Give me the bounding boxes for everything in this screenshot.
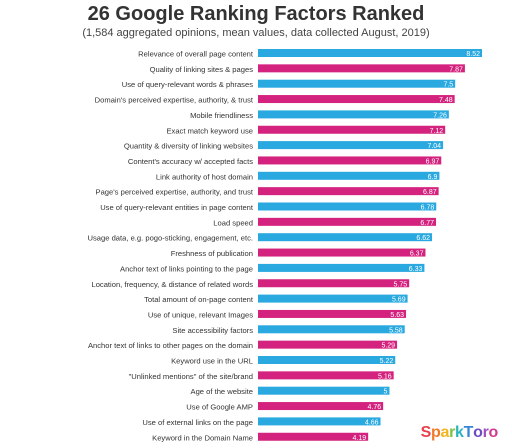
bar (258, 402, 384, 411)
value-label: 7.12 (430, 128, 444, 135)
bar (258, 356, 396, 364)
logo-letter: r (482, 424, 489, 441)
bar (258, 141, 444, 150)
logo-letter: o (473, 424, 483, 441)
bar (258, 371, 394, 380)
chart-title: 26 Google Ranking Factors Ranked (87, 3, 425, 25)
category-label: Use of Google AMP (186, 403, 253, 412)
category-label: Quantity & diversity of linking websites (124, 142, 253, 151)
bar (258, 79, 456, 88)
logo-letter: a (440, 424, 450, 441)
value-label: 4.19 (353, 435, 367, 442)
category-label: Keyword in the Domain Name (152, 433, 253, 442)
bar (258, 95, 455, 104)
bar (258, 279, 410, 288)
chart-subtitle: (1,584 aggregated opinions, mean values,… (82, 27, 430, 39)
bar (258, 233, 433, 242)
category-label: Use of external links on the page (142, 418, 253, 427)
bar (258, 309, 407, 318)
logo-letter: S (420, 424, 432, 441)
category-label: Freshness of publication (171, 249, 253, 258)
category-label: Anchor text of links pointing to the pag… (120, 264, 253, 273)
bar (258, 217, 436, 226)
value-label: 5.75 (394, 281, 408, 288)
bar (258, 156, 442, 165)
sparktoro-logo: SparkToro (420, 424, 499, 442)
logo-letter: k (455, 424, 464, 441)
bar (258, 202, 437, 211)
value-label: 6.33 (409, 266, 423, 273)
category-label: Content's accuracy w/ accepted facts (128, 157, 253, 166)
value-label: 5.58 (389, 327, 403, 334)
category-label: "Unlinked mentions" of the site/brand (129, 372, 253, 381)
category-label: Exact match keyword use (166, 126, 253, 135)
value-label: 7.5 (443, 82, 453, 89)
bar (258, 294, 408, 303)
category-label: Location, frequency, & distance of relat… (91, 280, 253, 289)
category-label: Quality of linking sites & pages (150, 65, 254, 74)
bar (258, 263, 425, 272)
category-label: Use of query-relevant words & phrases (122, 80, 253, 89)
value-label: 6.78 (421, 205, 435, 212)
category-label: Use of query-relevant entities in page c… (100, 203, 254, 212)
value-label: 5.22 (380, 358, 394, 365)
category-label: Link authority of host domain (156, 172, 253, 181)
bar (258, 125, 446, 134)
bar (258, 187, 439, 196)
category-label: Age of the website (191, 387, 253, 396)
bar (258, 386, 390, 395)
value-label: 7.87 (449, 66, 463, 73)
bar (258, 64, 465, 73)
value-label: 7.04 (427, 143, 441, 150)
bar (258, 432, 369, 441)
category-label: Page's perceived expertise, authority, a… (96, 188, 254, 197)
bar (258, 325, 405, 334)
value-label: 5.16 (378, 373, 392, 380)
bar (258, 49, 482, 57)
category-label: Relevance of overall page content (138, 50, 254, 59)
value-label: 4.66 (365, 419, 379, 426)
logo-letter: r (449, 424, 455, 441)
category-label: Load speed (213, 218, 253, 227)
value-label: 8.52 (466, 51, 480, 58)
value-label: 7.48 (439, 97, 453, 104)
category-label: Site accessibility factors (172, 326, 253, 335)
logo-letter: T (463, 424, 474, 441)
category-label: Keyword use in the URL (171, 357, 253, 366)
category-label: Anchor text of links to other pages on t… (88, 341, 253, 350)
value-label: 5.63 (390, 312, 404, 319)
value-label: 4.76 (368, 404, 382, 411)
category-label: Total amount of on-page content (144, 295, 254, 304)
bar (258, 340, 398, 349)
value-label: 5.69 (392, 297, 406, 304)
value-label: 6.9 (428, 174, 438, 181)
value-label: 5 (384, 389, 388, 396)
logo-letter: o (488, 424, 499, 441)
bar (258, 248, 426, 257)
bar (258, 110, 449, 119)
value-label: 7.26 (433, 112, 447, 119)
value-label: 6.62 (416, 235, 430, 242)
logo-letter: p (430, 424, 441, 441)
bar (258, 417, 381, 426)
value-label: 6.97 (426, 158, 440, 165)
bar (258, 171, 440, 180)
category-label: Use of unique, relevant Images (148, 310, 253, 319)
category-label: Usage data, e.g. pogo-sticking, engageme… (88, 234, 253, 243)
value-label: 5.29 (381, 343, 395, 350)
category-label: Domain's perceived expertise, authority,… (95, 96, 254, 105)
value-label: 6.77 (420, 220, 434, 227)
value-label: 6.87 (423, 189, 437, 196)
value-label: 6.37 (410, 251, 424, 258)
category-label: Mobile friendliness (190, 111, 253, 120)
